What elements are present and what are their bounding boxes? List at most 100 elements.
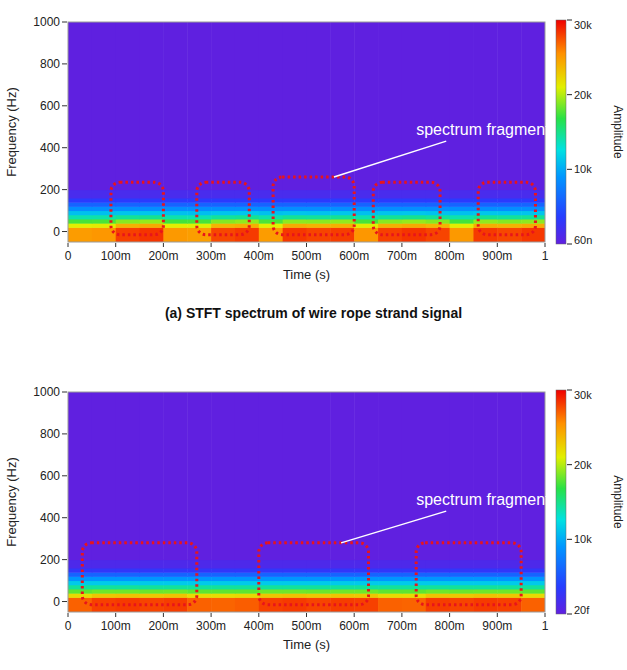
- cell: [330, 585, 354, 590]
- cell: [116, 568, 140, 573]
- cell: [330, 581, 354, 586]
- cell: [307, 585, 331, 590]
- cell: [402, 206, 426, 211]
- cell: [116, 219, 140, 224]
- cell: [354, 581, 378, 586]
- cell: [283, 219, 307, 224]
- y-tick: [62, 517, 67, 518]
- cell: [235, 568, 259, 573]
- cell: [140, 190, 164, 199]
- cell: [283, 589, 307, 594]
- fragment-box: [416, 543, 521, 605]
- cell: [211, 581, 235, 586]
- cell: [402, 22, 426, 190]
- fragment-box: [478, 182, 535, 234]
- cell: [163, 227, 187, 242]
- cell: [235, 227, 259, 242]
- cell: [330, 198, 354, 203]
- x-tick: [211, 243, 212, 247]
- fragment-box: [111, 182, 163, 234]
- cell: [283, 576, 307, 581]
- cell: [92, 190, 116, 199]
- cell: [211, 190, 235, 199]
- cell: [378, 572, 402, 577]
- cell: [497, 572, 521, 577]
- cell: [140, 223, 164, 228]
- cell: [140, 585, 164, 590]
- cell: [450, 593, 474, 598]
- cell: [163, 206, 187, 211]
- x-tick-label: 1: [542, 249, 549, 263]
- cell: [426, 215, 450, 220]
- colorbar-tick-label: 20k: [574, 459, 592, 471]
- fragment-box: [197, 182, 249, 234]
- y-tick: [62, 105, 67, 106]
- x-tick: [354, 613, 355, 617]
- cell: [521, 211, 545, 216]
- colorbar-tick-label: 10k: [574, 533, 592, 545]
- cell: [92, 392, 116, 560]
- cell: [68, 227, 92, 242]
- x-tick-label: 200m: [148, 619, 178, 633]
- cell: [187, 198, 211, 203]
- y-tick: [62, 231, 67, 232]
- cell: [283, 198, 307, 203]
- cell: [426, 219, 450, 224]
- cell: [426, 560, 450, 569]
- x-tick: [258, 243, 259, 247]
- cell: [283, 206, 307, 211]
- cell: [402, 560, 426, 569]
- x-tick: [306, 613, 307, 617]
- cell: [68, 392, 92, 560]
- y-axis-title: Frequency (Hz): [4, 457, 19, 547]
- cell: [402, 585, 426, 590]
- x-tick: [401, 243, 402, 247]
- cell: [116, 572, 140, 577]
- x-tick: [449, 243, 450, 247]
- x-tick-label: 600m: [339, 249, 369, 263]
- cell: [68, 593, 92, 598]
- cell: [521, 568, 545, 573]
- colorbar-title: Amplitude: [611, 475, 625, 529]
- cell: [473, 572, 497, 577]
- cell: [259, 392, 283, 560]
- y-tick: [62, 601, 67, 602]
- x-tick: [163, 613, 164, 617]
- cell: [92, 211, 116, 216]
- cell: [163, 219, 187, 224]
- x-tick-label: 900m: [482, 619, 512, 633]
- cell: [283, 211, 307, 216]
- cell: [378, 206, 402, 211]
- cell: [426, 581, 450, 586]
- y-tick: [62, 189, 67, 190]
- x-tick-label: 1: [542, 619, 549, 633]
- cell: [211, 215, 235, 220]
- cell: [68, 585, 92, 590]
- cell: [92, 227, 116, 242]
- cell: [354, 227, 378, 242]
- cell: [68, 560, 92, 569]
- cell: [235, 572, 259, 577]
- cell: [330, 593, 354, 598]
- x-tick: [68, 613, 69, 617]
- cell: [402, 589, 426, 594]
- x-tick-label: 100m: [101, 619, 131, 633]
- x-tick-label: 400m: [244, 619, 274, 633]
- cell: [307, 206, 331, 211]
- cell: [497, 585, 521, 590]
- cell: [426, 22, 450, 190]
- cell: [211, 202, 235, 207]
- cell: [426, 576, 450, 581]
- cell: [92, 581, 116, 586]
- cell: [283, 560, 307, 569]
- colorbar-tick-label: 30k: [574, 19, 592, 31]
- cell: [163, 568, 187, 573]
- cell: [450, 585, 474, 590]
- cell: [354, 593, 378, 598]
- cell: [116, 593, 140, 598]
- cell: [402, 593, 426, 598]
- cell: [378, 593, 402, 598]
- cell: [163, 560, 187, 569]
- cell: [283, 223, 307, 228]
- x-tick-label: 300m: [196, 249, 226, 263]
